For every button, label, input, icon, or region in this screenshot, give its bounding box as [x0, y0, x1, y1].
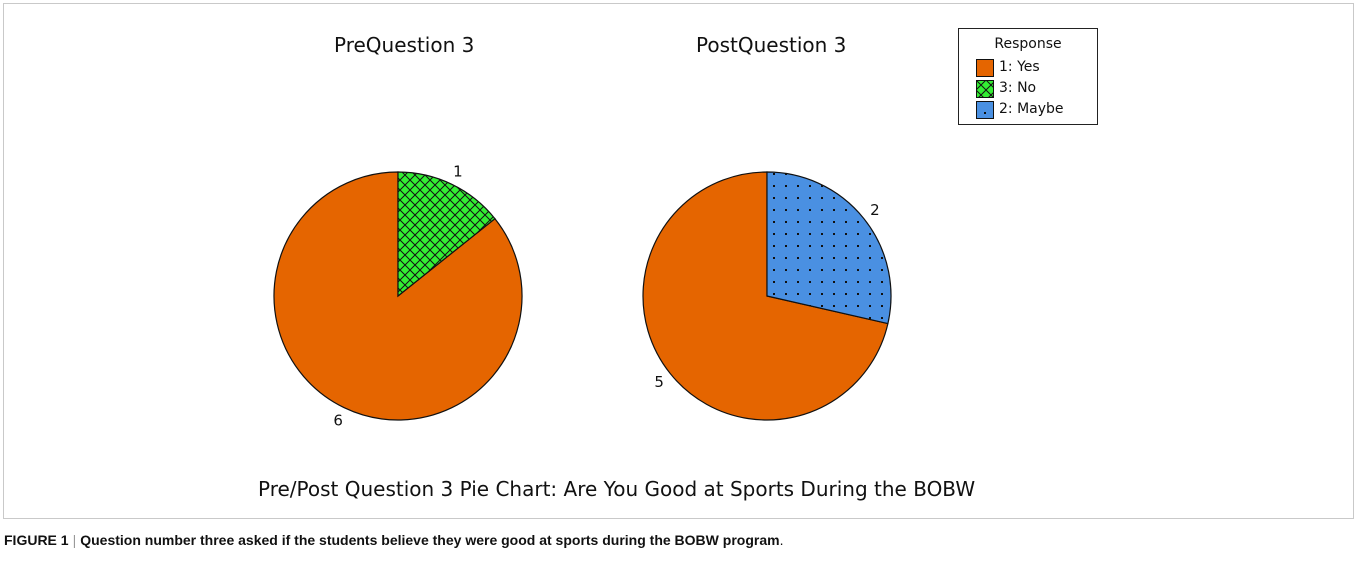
pie-post-title: PostQuestion 3	[696, 33, 847, 57]
figure-frame	[3, 3, 1354, 519]
pie-pre: 61	[273, 163, 523, 429]
caption-separator: |	[72, 532, 77, 548]
legend-label-no: 3: No	[999, 80, 1037, 96]
legend-label-yes: 1: Yes	[999, 59, 1040, 75]
legend: Response 1: Yes 3: No 2: Maybe	[958, 28, 1098, 125]
pie-pre-title: PreQuestion 3	[334, 33, 475, 57]
slice-value-label: 5	[654, 373, 664, 391]
pie-post: 52	[642, 171, 892, 421]
legend-label-maybe: 2: Maybe	[999, 101, 1064, 117]
chart-title: Pre/Post Question 3 Pie Chart: Are You G…	[258, 477, 976, 501]
legend-swatch-yes	[976, 59, 994, 77]
pie-charts: 61 52	[273, 163, 892, 429]
legend-swatch-maybe	[976, 101, 994, 119]
slice-value-label: 2	[870, 201, 880, 219]
slice-value-label: 1	[453, 163, 463, 181]
slice-value-label: 6	[333, 411, 343, 429]
legend-title: Response	[994, 36, 1062, 52]
pie-slice-yes	[642, 171, 889, 421]
figure-label: FIGURE 1	[4, 532, 69, 548]
legend-swatch-no	[976, 80, 994, 98]
figure-caption: FIGURE 1 | Question number three asked if …	[4, 532, 783, 548]
figure-caption-text: Question number three asked if the stude…	[80, 532, 780, 548]
pie-slice-no	[397, 171, 496, 298]
figure-caption-end: .	[779, 532, 784, 548]
pie-slice-maybe	[766, 171, 892, 325]
